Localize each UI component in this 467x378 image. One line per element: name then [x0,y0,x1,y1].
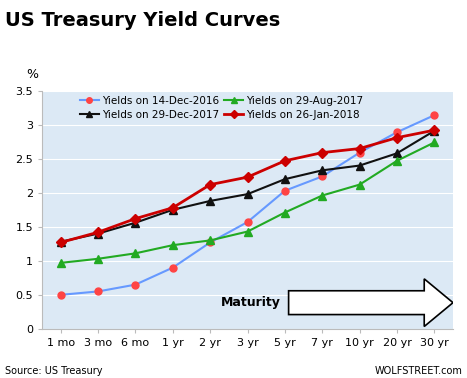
PathPatch shape [289,279,453,327]
Legend: Yields on 14-Dec-2016, Yields on 29-Dec-2017, Yields on 29-Aug-2017, Yields on 2: Yields on 14-Dec-2016, Yields on 29-Dec-… [80,96,363,119]
Text: WOLFSTREET.com: WOLFSTREET.com [375,366,462,376]
Text: Maturity: Maturity [220,296,280,309]
Text: Source: US Treasury: Source: US Treasury [5,366,102,376]
Text: %: % [26,68,38,81]
Text: US Treasury Yield Curves: US Treasury Yield Curves [5,11,280,30]
